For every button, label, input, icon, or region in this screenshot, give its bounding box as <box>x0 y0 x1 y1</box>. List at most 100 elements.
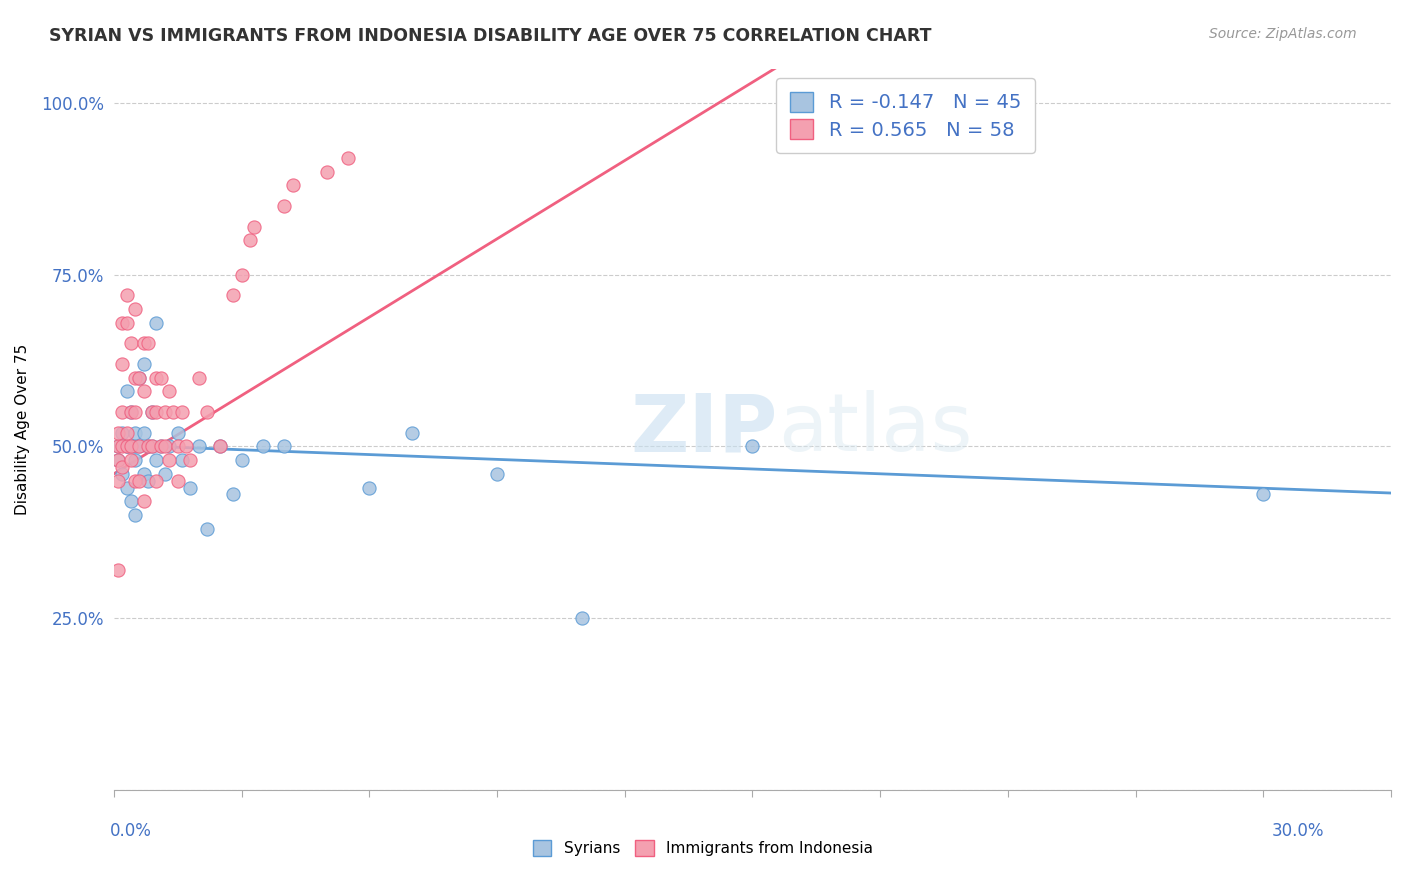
Point <box>111 459 134 474</box>
Point <box>120 494 142 508</box>
Text: Source: ZipAtlas.com: Source: ZipAtlas.com <box>1209 27 1357 41</box>
Point <box>107 453 129 467</box>
Text: ZIP: ZIP <box>631 390 778 468</box>
Point <box>157 453 180 467</box>
Point <box>111 467 134 481</box>
Point <box>128 370 150 384</box>
Point <box>107 425 129 440</box>
Point <box>273 439 295 453</box>
Point <box>120 439 142 453</box>
Point <box>107 563 129 577</box>
Text: SYRIAN VS IMMIGRANTS FROM INDONESIA DISABILITY AGE OVER 75 CORRELATION CHART: SYRIAN VS IMMIGRANTS FROM INDONESIA DISA… <box>49 27 932 45</box>
Point <box>111 316 134 330</box>
Point <box>124 439 146 453</box>
Point <box>136 439 159 453</box>
Text: 0.0%: 0.0% <box>110 822 152 840</box>
Point <box>124 301 146 316</box>
Point <box>132 336 155 351</box>
Point <box>149 439 172 453</box>
Point <box>107 453 129 467</box>
Point <box>136 439 159 453</box>
Point <box>179 481 201 495</box>
Point <box>124 474 146 488</box>
Point <box>162 405 184 419</box>
Point <box>170 453 193 467</box>
Point <box>741 439 763 453</box>
Point <box>166 439 188 453</box>
Point <box>124 425 146 440</box>
Point <box>197 522 219 536</box>
Point <box>141 439 163 453</box>
Point <box>128 439 150 453</box>
Point <box>111 405 134 419</box>
Point <box>136 474 159 488</box>
Point <box>179 453 201 467</box>
Point <box>174 439 197 453</box>
Point <box>359 481 381 495</box>
Point <box>1251 487 1274 501</box>
Point <box>145 316 167 330</box>
Point <box>128 439 150 453</box>
Point <box>128 370 150 384</box>
Point <box>209 439 232 453</box>
Point <box>111 425 134 440</box>
Point <box>115 439 138 453</box>
Point <box>209 439 232 453</box>
Point <box>132 425 155 440</box>
Point <box>166 425 188 440</box>
Point <box>485 467 508 481</box>
Point <box>107 474 129 488</box>
Point <box>132 467 155 481</box>
Point <box>149 439 172 453</box>
Point <box>571 611 593 625</box>
Point <box>197 405 219 419</box>
Point <box>153 405 176 419</box>
Point <box>124 370 146 384</box>
Point <box>107 439 129 453</box>
Point <box>401 425 423 440</box>
Point <box>145 405 167 419</box>
Point <box>153 439 176 453</box>
Point <box>149 370 172 384</box>
Point <box>273 199 295 213</box>
Point <box>315 164 337 178</box>
Point <box>336 151 359 165</box>
Legend: Syrians, Immigrants from Indonesia: Syrians, Immigrants from Indonesia <box>527 834 879 862</box>
Point <box>239 233 262 247</box>
Point <box>115 425 138 440</box>
Point <box>115 288 138 302</box>
Text: 30.0%: 30.0% <box>1272 822 1324 840</box>
Point <box>281 178 304 193</box>
Point <box>188 370 211 384</box>
Point <box>145 474 167 488</box>
Point <box>120 405 142 419</box>
Y-axis label: Disability Age Over 75: Disability Age Over 75 <box>15 343 30 515</box>
Point <box>188 439 211 453</box>
Point <box>132 384 155 399</box>
Legend: R = -0.147   N = 45, R = 0.565   N = 58: R = -0.147 N = 45, R = 0.565 N = 58 <box>776 78 1035 153</box>
Point <box>107 439 129 453</box>
Point <box>124 405 146 419</box>
Point <box>252 439 274 453</box>
Point <box>115 384 138 399</box>
Point <box>120 453 142 467</box>
Point <box>166 474 188 488</box>
Point <box>145 453 167 467</box>
Point <box>157 384 180 399</box>
Point <box>124 453 146 467</box>
Point <box>124 508 146 522</box>
Point <box>141 405 163 419</box>
Point <box>153 467 176 481</box>
Point <box>136 336 159 351</box>
Text: atlas: atlas <box>778 390 973 468</box>
Point <box>222 487 245 501</box>
Point <box>128 474 150 488</box>
Point <box>120 336 142 351</box>
Point <box>132 357 155 371</box>
Point <box>141 405 163 419</box>
Point <box>145 370 167 384</box>
Point <box>132 494 155 508</box>
Point <box>115 439 138 453</box>
Point <box>115 481 138 495</box>
Point <box>231 453 253 467</box>
